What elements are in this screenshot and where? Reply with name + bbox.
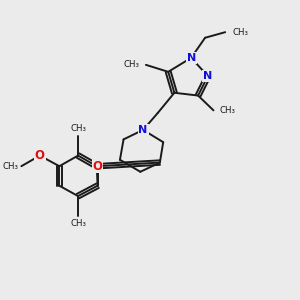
Text: CH₃: CH₃: [70, 124, 86, 133]
Text: CH₃: CH₃: [124, 60, 140, 69]
Text: O: O: [93, 160, 103, 173]
Text: N: N: [187, 53, 196, 63]
Text: CH₃: CH₃: [70, 219, 86, 228]
Text: N: N: [203, 71, 212, 81]
Text: CH₃: CH₃: [232, 28, 248, 37]
Text: CH₃: CH₃: [220, 106, 236, 115]
Text: O: O: [35, 149, 45, 162]
Text: CH₃: CH₃: [2, 162, 18, 171]
Text: N: N: [139, 125, 148, 135]
